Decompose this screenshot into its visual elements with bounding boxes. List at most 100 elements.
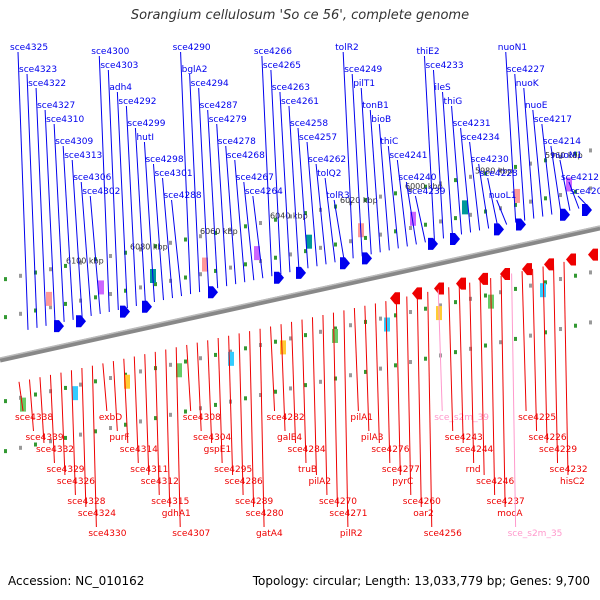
reverse-gene-label[interactable]: sce4277 xyxy=(382,465,420,475)
reverse-gene-label[interactable]: mocA xyxy=(497,509,523,519)
reverse-gene-label[interactable]: sce4326 xyxy=(57,477,95,487)
forward-gene-label[interactable]: sce4203 xyxy=(570,187,600,197)
forward-gene-label[interactable]: sce4278 xyxy=(218,137,256,147)
forward-gene-label[interactable]: sce4292 xyxy=(118,97,156,107)
reverse-gene-arrow[interactable] xyxy=(588,248,598,261)
forward-gene-arrow[interactable] xyxy=(120,305,130,318)
forward-gene-label[interactable]: tolQ2 xyxy=(317,169,341,179)
reverse-gene-label[interactable]: purF xyxy=(109,433,129,443)
reverse-gene-label[interactable]: hisC2 xyxy=(560,477,585,487)
reverse-gene-arrow[interactable] xyxy=(456,277,466,290)
reverse-gene-label[interactable]: sce4289 xyxy=(235,497,273,507)
forward-gene-label[interactable]: sce4233 xyxy=(425,61,463,71)
reverse-gene-label[interactable]: sce4324 xyxy=(78,509,116,519)
reverse-gene-label[interactable]: sce4243 xyxy=(445,433,483,443)
forward-gene-label[interactable]: sce4301 xyxy=(155,169,193,179)
forward-gene-label[interactable]: sce4294 xyxy=(191,79,229,89)
reverse-gene-label[interactable]: sce4330 xyxy=(88,529,126,539)
forward-gene-arrow[interactable] xyxy=(560,208,570,221)
reverse-gene-label[interactable]: sce4256 xyxy=(424,529,462,539)
forward-gene-label[interactable]: sce4231 xyxy=(453,119,491,129)
reverse-gene-label[interactable]: sce4315 xyxy=(151,497,189,507)
forward-gene-label[interactable]: sce4261 xyxy=(281,97,319,107)
forward-gene-label[interactable]: nuoN1 xyxy=(498,43,527,53)
reverse-gene-label[interactable]: sce4284 xyxy=(288,445,326,455)
forward-gene-arrow[interactable] xyxy=(340,257,350,270)
reverse-gene-label[interactable]: sce4328 xyxy=(67,497,105,507)
reverse-gene-label[interactable]: oar2 xyxy=(413,509,433,519)
forward-gene-label[interactable]: thiG xyxy=(444,97,463,107)
reverse-gene-label[interactable]: sce4308 xyxy=(183,413,221,423)
reverse-gene-label[interactable]: sce4295 xyxy=(214,465,252,475)
forward-gene-label[interactable]: sce4279 xyxy=(209,115,247,125)
forward-gene-label[interactable]: sce4267 xyxy=(236,173,274,183)
forward-gene-label[interactable]: thiC xyxy=(380,137,398,147)
reverse-gene-label[interactable]: sce4232 xyxy=(550,465,588,475)
forward-gene-arrow[interactable] xyxy=(76,315,86,328)
forward-gene-label[interactable]: thiE2 xyxy=(416,47,439,57)
forward-gene-label[interactable]: sce4227 xyxy=(507,65,545,75)
reverse-gene-label[interactable]: gspE1 xyxy=(204,445,232,455)
reverse-gene-label[interactable]: sce4314 xyxy=(120,445,158,455)
forward-gene-label[interactable]: sce4303 xyxy=(100,61,138,71)
forward-gene-label[interactable]: sce4241 xyxy=(389,151,427,161)
reverse-gene-arrow[interactable] xyxy=(434,282,444,295)
reverse-gene-arrow[interactable] xyxy=(544,258,554,271)
forward-gene-label[interactable]: nuoL1 xyxy=(489,191,517,201)
reverse-gene-label[interactable]: sce4307 xyxy=(172,529,210,539)
forward-gene-label[interactable]: sce4214 xyxy=(543,137,581,147)
forward-gene-label[interactable]: sce4240 xyxy=(398,173,436,183)
reverse-gene-label[interactable]: sce4311 xyxy=(130,465,168,475)
forward-gene-label[interactable]: tonB1 xyxy=(362,101,389,111)
forward-gene-label[interactable]: ileS xyxy=(435,83,452,93)
reverse-gene-label[interactable]: sce4229 xyxy=(539,445,577,455)
forward-gene-label[interactable]: sce4299 xyxy=(127,119,165,129)
forward-gene-label[interactable]: sce4257 xyxy=(299,133,337,143)
forward-gene-label[interactable]: sce4310 xyxy=(46,115,84,125)
forward-gene-label[interactable]: sce4325 xyxy=(10,43,48,53)
reverse-gene-label[interactable]: truB xyxy=(298,465,317,475)
forward-gene-arrow[interactable] xyxy=(208,286,218,299)
forward-gene-label[interactable]: bioB xyxy=(371,115,391,125)
forward-gene-arrow[interactable] xyxy=(362,252,372,265)
reverse-gene-label[interactable]: sce4246 xyxy=(476,477,514,487)
reverse-gene-arrow[interactable] xyxy=(478,272,488,285)
reverse-gene-label[interactable]: sce4271 xyxy=(329,509,367,519)
forward-gene-label[interactable]: sce4322 xyxy=(28,79,66,89)
reverse-gene-label[interactable]: pilA2 xyxy=(308,477,331,487)
reverse-gene-label[interactable]: pilR2 xyxy=(340,529,363,539)
reverse-gene-label[interactable]: sce4339 xyxy=(25,433,63,443)
forward-gene-label[interactable]: nuoE xyxy=(525,101,548,111)
forward-gene-label[interactable]: sce4228 xyxy=(480,169,518,179)
forward-gene-arrow[interactable] xyxy=(296,266,306,279)
reverse-gene-label[interactable]: gdhA1 xyxy=(162,509,191,519)
forward-gene-label[interactable]: sce4327 xyxy=(37,101,75,111)
forward-gene-label[interactable]: sce4290 xyxy=(173,43,211,53)
reverse-gene-label[interactable]: exbD xyxy=(99,413,122,423)
reverse-gene-label[interactable]: sce4282 xyxy=(267,413,305,423)
forward-gene-arrow[interactable] xyxy=(54,320,64,333)
reverse-gene-label[interactable]: sce4244 xyxy=(455,445,493,455)
forward-gene-arrow[interactable] xyxy=(516,218,526,231)
forward-gene-label[interactable]: tolR2 xyxy=(335,43,359,53)
reverse-gene-label[interactable]: pilA3 xyxy=(361,433,384,443)
forward-gene-arrow[interactable] xyxy=(450,233,460,245)
forward-gene-label[interactable]: adh4 xyxy=(109,83,132,93)
reverse-gene-label[interactable]: sce4312 xyxy=(141,477,179,487)
forward-gene-label[interactable]: sce4262 xyxy=(308,155,346,165)
reverse-gene-label[interactable]: rnd xyxy=(466,465,481,475)
reverse-gene-label[interactable]: sce4260 xyxy=(403,497,441,507)
reverse-gene-arrow[interactable] xyxy=(522,263,532,276)
forward-gene-label[interactable]: hutI xyxy=(136,133,154,143)
forward-gene-label[interactable]: sce4268 xyxy=(227,151,265,161)
forward-gene-label[interactable]: sce4265 xyxy=(263,61,301,71)
reverse-gene-arrow[interactable] xyxy=(566,253,576,266)
srna-gene-label[interactable]: sce_s2m_35 xyxy=(508,529,563,539)
forward-gene-label[interactable]: sce4258 xyxy=(290,119,328,129)
forward-gene-label[interactable]: sce4323 xyxy=(19,65,57,75)
forward-gene-arrow[interactable] xyxy=(274,271,284,284)
forward-gene-label[interactable]: sce4306 xyxy=(73,173,111,183)
reverse-gene-label[interactable]: sce4280 xyxy=(246,509,284,519)
reverse-gene-arrow[interactable] xyxy=(412,287,422,300)
forward-gene-label[interactable]: sce4249 xyxy=(344,65,382,75)
